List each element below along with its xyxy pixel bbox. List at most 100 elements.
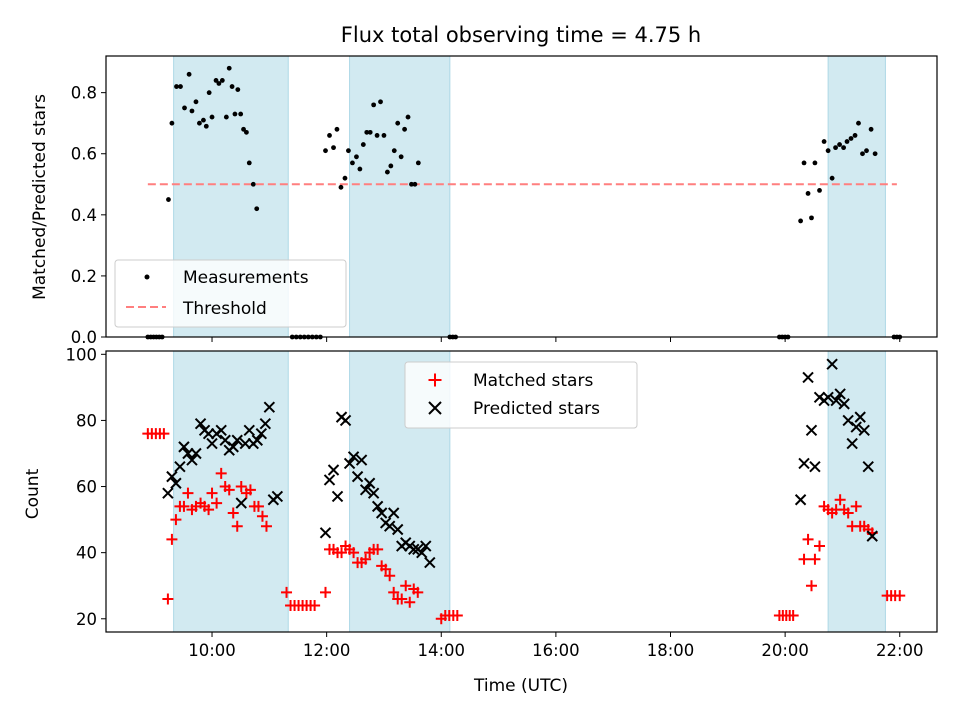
measurement-point <box>174 84 179 89</box>
matched-star-point <box>336 547 348 559</box>
measurement-point <box>384 169 390 175</box>
measurement-point <box>350 160 355 166</box>
top-y-tick-label: 0.8 <box>71 84 97 103</box>
legend-predicted-label: Predicted stars <box>473 399 600 419</box>
predicted-star-point <box>186 454 198 466</box>
matched-star-point <box>170 514 182 526</box>
bottom-y-tick-label: 60 <box>76 478 97 497</box>
top-shade-2 <box>828 56 886 337</box>
top-shaded-intervals <box>173 56 886 337</box>
predicted-star-point <box>323 474 336 486</box>
bottom-y-tick-label: 80 <box>76 411 97 430</box>
predicted-star-point <box>858 424 870 437</box>
matched-star-point <box>372 543 384 555</box>
measurement-point <box>250 181 256 187</box>
predicted-star-point <box>383 520 396 532</box>
predicted-star-point <box>838 398 850 410</box>
measurement-point <box>367 129 373 135</box>
measurement-point <box>254 206 260 212</box>
matched-star-point <box>451 609 463 621</box>
measurement-point <box>209 114 215 120</box>
measurement-point <box>405 114 411 120</box>
bottom-axes: 20 40 60 80 100 10:00 12:00 14:00 16:00 18:00 20:0… <box>66 345 938 660</box>
predicted-star-point <box>347 451 360 463</box>
bottom-x-tick-label: 22:00 <box>876 641 924 660</box>
measurement-point <box>812 160 818 166</box>
measurement-point <box>182 105 187 111</box>
predicted-star-point <box>846 437 858 450</box>
measurement-point <box>371 102 377 108</box>
bottom-shade-2 <box>828 351 886 632</box>
matched-star-point <box>215 467 227 479</box>
predicted-star-point <box>351 470 364 483</box>
measurement-point <box>821 139 827 144</box>
measurement-point <box>223 114 229 120</box>
matched-star-point <box>244 484 256 496</box>
matched-star-point <box>256 510 268 522</box>
predicted-star-point <box>408 543 420 556</box>
predicted-star-point <box>251 434 264 446</box>
measurement-point <box>323 148 328 154</box>
matched-star-point <box>206 487 218 499</box>
measurement-point <box>398 154 404 160</box>
measurement-point <box>342 175 348 181</box>
predicted-star-point <box>798 457 810 470</box>
matched-star-point <box>834 494 846 506</box>
matched-star-point <box>798 553 810 565</box>
predicted-star-point <box>416 546 428 559</box>
measurement-point <box>226 65 232 71</box>
matched-star-point <box>319 586 331 598</box>
matched-star-point <box>281 586 293 598</box>
measurement-point <box>338 184 344 190</box>
x-axis-label: Time (UTC) <box>473 676 568 696</box>
predicted-stars-points <box>162 358 878 569</box>
measurement-point <box>213 78 219 83</box>
top-shade-1 <box>349 56 450 337</box>
top-axes: 0.0 0.2 0.4 0.6 0.8 <box>71 55 938 347</box>
top-y-axis-label: Matched/Predicted stars <box>30 94 50 300</box>
predicted-star-point <box>227 441 239 453</box>
predicted-star-point <box>166 470 178 483</box>
bottom-x-tick-label: 12:00 <box>303 641 351 660</box>
matched-star-point <box>404 596 416 608</box>
top-y-tick-label: 0.4 <box>71 206 97 225</box>
matched-star-point <box>396 593 408 605</box>
predicted-star-point <box>850 421 862 433</box>
matched-star-point <box>178 500 190 512</box>
bottom-x-tick-label: 20:00 <box>761 641 809 660</box>
measurement-point <box>357 166 363 172</box>
measurement-point <box>809 215 814 221</box>
measurement-point <box>817 187 822 193</box>
measurement-point <box>381 133 387 138</box>
matched-star-point <box>814 540 826 552</box>
measurement-point <box>805 191 811 196</box>
measurement-point <box>216 81 222 86</box>
matched-star-point <box>802 533 814 545</box>
matched-stars-points <box>142 428 906 625</box>
matched-star-point <box>252 500 264 512</box>
measurement-point <box>798 218 804 224</box>
matched-star-point <box>360 553 372 565</box>
bottom-axes-frame <box>105 350 938 633</box>
measurement-point <box>860 151 865 157</box>
measurement-point <box>374 133 380 138</box>
matched-star-point <box>231 520 243 532</box>
measurement-point <box>201 117 206 123</box>
predicted-star-point <box>802 371 814 384</box>
matched-star-point <box>203 504 215 516</box>
measurement-point <box>244 129 249 135</box>
measurement-point <box>801 160 807 166</box>
predicted-star-point <box>367 487 380 499</box>
bottom-y-axis-label: Count <box>23 468 43 519</box>
measurement-point <box>334 126 340 132</box>
predicted-star-point <box>215 424 227 437</box>
bottom-legend: Matched stars Predicted stars <box>404 361 638 429</box>
predicted-star-point <box>174 460 186 473</box>
measurement-point <box>864 148 869 154</box>
legend-threshold-label: Threshold <box>182 299 267 319</box>
predicted-star-point <box>862 460 874 473</box>
predicted-star-point <box>834 388 846 400</box>
measurement-point <box>229 84 235 89</box>
measurement-point <box>402 126 407 132</box>
